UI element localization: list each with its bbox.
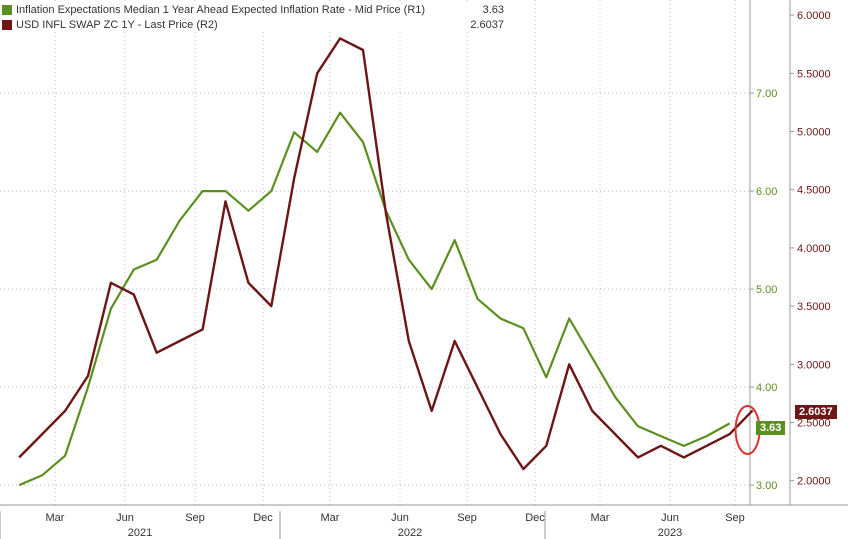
axis-r2: 2.0000 2.5000 3.0000 3.5000 4.0000 4.5000 5.00… <box>789 0 831 505</box>
r2-tick-label: 3.0000 <box>797 359 831 371</box>
axis-r1: 3.00 4.00 5.00 6.00 7.00 <box>749 0 777 505</box>
r2-tick-label: 4.0000 <box>797 243 831 255</box>
x-month-label: Sep <box>457 512 477 524</box>
legend-entry-r1: Inflation Expectations Median 1 Year Ahe… <box>2 2 504 17</box>
legend-value-r1: 3.63 <box>482 3 504 16</box>
grid <box>0 0 750 505</box>
series-line-r1 <box>18 111 731 487</box>
legend-swatch-r2 <box>2 19 12 30</box>
x-month-label: Sep <box>185 512 205 524</box>
legend-entry-r2: USD INFL SWAP ZC 1Y - Last Price (R2) 2.… <box>2 17 504 32</box>
x-month-label: Jun <box>661 512 679 524</box>
r2-tick-label: 2.5000 <box>797 417 831 429</box>
legend-swatch-r1 <box>2 4 12 15</box>
x-month-label: Sep <box>725 512 745 524</box>
r1-tick-label: 3.00 <box>756 480 777 492</box>
x-year-label: 2021 <box>128 527 152 539</box>
x-month-label: Jun <box>116 512 134 524</box>
r1-tick-label: 4.00 <box>756 382 777 394</box>
legend-value-r2: 2.6037 <box>470 18 504 31</box>
r2-tick-label: 5.0000 <box>797 127 831 139</box>
legend: Inflation Expectations Median 1 Year Ahe… <box>2 2 504 32</box>
r2-last-value-badge: 2.6037 <box>795 405 837 419</box>
x-year-label: 2023 <box>658 527 682 539</box>
legend-label-r2: USD INFL SWAP ZC 1Y - Last Price (R2) <box>16 18 218 31</box>
r1-tick-label: 6.00 <box>756 186 777 198</box>
r2-tick-label: 6.0000 <box>797 10 831 22</box>
r2-tick-label: 2.0000 <box>797 476 831 488</box>
series-group <box>18 37 754 487</box>
x-year-label: 2022 <box>398 527 422 539</box>
r2-tick-label: 4.5000 <box>797 185 831 197</box>
x-month-label: Mar <box>591 512 610 524</box>
axis-x: Mar Jun Sep Dec Mar Jun Sep Dec Mar Jun Sep 2021 202… <box>0 504 848 539</box>
r1-tick-label: 5.00 <box>756 284 777 296</box>
series-line-r2 <box>18 37 754 471</box>
r2-tick-label: 3.5000 <box>797 301 831 313</box>
x-month-label: Dec <box>253 512 273 524</box>
x-month-label: Mar <box>321 512 340 524</box>
x-month-label: Jun <box>391 512 409 524</box>
x-month-label: Mar <box>46 512 65 524</box>
r2-tick-label: 5.5000 <box>797 68 831 80</box>
legend-label-r1: Inflation Expectations Median 1 Year Ahe… <box>16 3 426 16</box>
r1-tick-label: 7.00 <box>756 88 777 100</box>
r1-last-value-badge: 3.63 <box>756 421 786 435</box>
x-month-label: Dec <box>525 512 545 524</box>
